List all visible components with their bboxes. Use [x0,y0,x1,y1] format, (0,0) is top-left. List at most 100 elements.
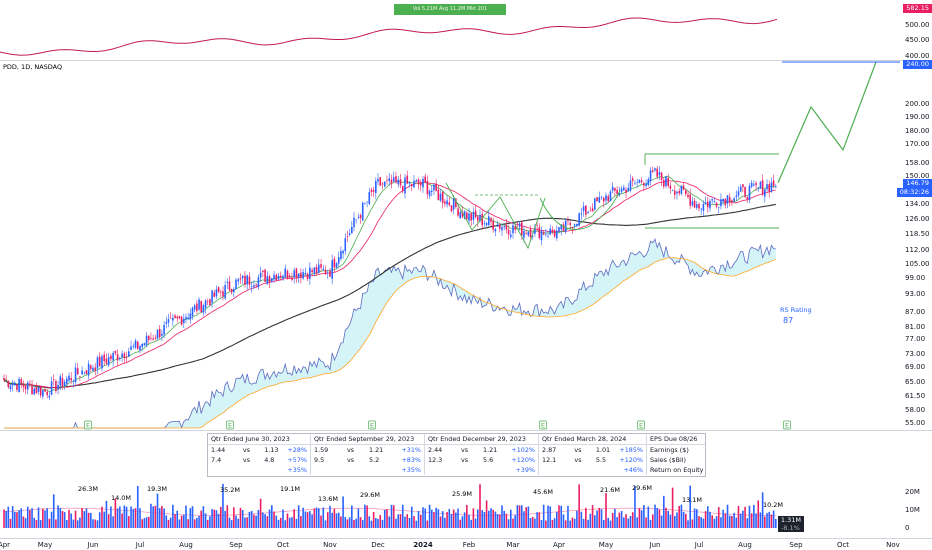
candle-body [433,184,435,191]
volume-bar [174,514,176,528]
candle-body [180,316,183,325]
volume-bar [180,515,183,528]
volume-bar [562,514,565,528]
candle-body [359,214,362,219]
volume-bar [5,511,7,528]
volume-bar [735,517,738,528]
volume-bar [286,513,289,528]
volume-bar [193,519,196,528]
candle-body [415,180,418,182]
volume-bar [452,509,455,528]
candle-body [90,365,92,369]
earnings-marker[interactable] [368,420,376,430]
candle-body [37,387,40,392]
candle-body [266,276,269,285]
candle-body [764,189,766,197]
earnings-marker[interactable] [84,420,92,430]
volume-bar [759,512,762,528]
volume-bar [585,507,587,528]
candle-body [288,275,291,278]
volume-bar [262,512,264,528]
candle-body [627,187,630,192]
candle-body [643,183,645,186]
candle-body [669,185,672,189]
price-axis-label: 112.00 [905,246,930,254]
candle-body [687,194,689,197]
cell-value [314,465,347,475]
cell-value: 1.59 [314,446,329,454]
candle-body [761,180,764,195]
volume-bar [428,504,431,528]
cell-value: 5.2 [369,456,380,464]
candle-body [397,179,400,185]
candle-body [748,185,751,201]
volume-bar [676,512,678,528]
time-axis[interactable]: Apr May Jun Jul Aug Sep Oct Nov Dec 2024 Feb Mar Apr… [0,541,900,549]
sma-50-line [3,180,776,389]
volume-bar [123,505,126,528]
candle-body [235,279,237,289]
price-axis-label: 77.00 [905,335,925,343]
candle-body [770,182,773,192]
candle-body [121,353,123,357]
volume-bar [309,511,311,528]
volume-bar [266,516,269,528]
candle-body [490,218,492,222]
volume-bar [255,515,257,528]
candle-body [523,231,525,238]
volume-bar [191,506,194,528]
earnings-marker[interactable] [539,420,547,430]
price-axis-label: 81.00 [905,323,925,331]
candle-body [676,191,678,194]
volume-bar [463,512,466,528]
volume-bar [516,505,519,528]
price-axis-label: 58.00 [905,406,925,414]
volume-bar [152,506,154,528]
candle-body [388,178,391,181]
volume-bar [569,520,571,528]
candle-body [700,208,702,210]
candle-body [128,351,130,357]
candle-body [496,224,499,227]
cell-value: 9.5 [314,456,325,464]
candle-body [211,290,213,303]
volume-bar [472,508,475,528]
cell-value: +185% [619,446,643,454]
volume-bar [490,508,492,528]
earnings-marker[interactable] [226,420,234,430]
candle-body [468,213,470,221]
volume-bar [101,506,103,528]
volume-bar [268,509,271,528]
candle-body [634,182,636,184]
volume-bar [125,506,128,528]
cell-value: +31% [401,446,421,454]
rs-line-area [4,239,776,428]
candle-body [174,315,176,319]
candle-body [81,370,83,375]
candle-body [591,208,594,212]
price-axis[interactable]: 200.00 190.00 180.00 170.00 158.00 150.00 134.… [905,100,930,427]
candle-body [463,211,466,219]
candle-body [353,217,355,228]
earnings-marker[interactable] [637,420,645,430]
volume-bar [94,519,97,528]
candle-body [94,367,97,371]
candle-body [147,335,150,340]
candle-body [361,202,364,221]
price-axis-label: 69.00 [905,363,925,371]
volume-bar [750,513,753,528]
volume-bar [163,508,165,528]
candle-body [446,200,448,205]
volume-peak-label: 25.9M [452,490,472,498]
candle-body [549,228,552,235]
candle-body [611,186,614,191]
candle-body [589,210,592,212]
time-axis-label: Jun [649,541,661,549]
volume-bar [717,507,720,528]
candle-body [660,172,663,180]
candle-body [226,282,229,283]
cell-value: +46% [623,466,643,474]
earnings-marker[interactable] [783,420,791,430]
top-axis-label-1: 450.00 [905,36,930,44]
